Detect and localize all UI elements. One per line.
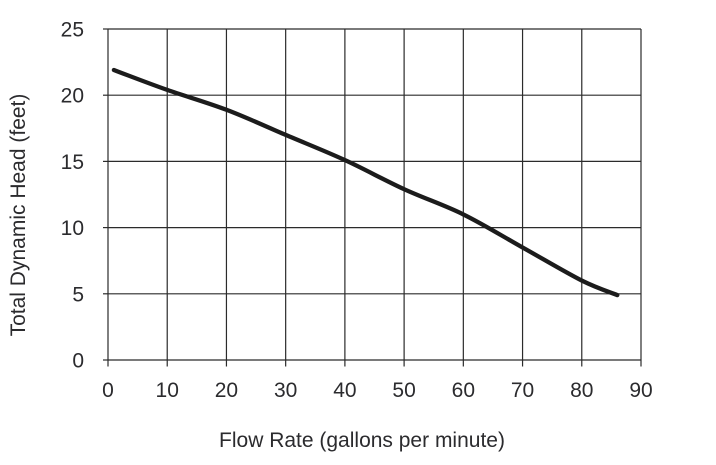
x-tick-label: 80 xyxy=(570,379,593,402)
x-tick-label: 20 xyxy=(215,379,238,402)
x-tick-label: 40 xyxy=(333,379,356,402)
x-tick-label: 30 xyxy=(274,379,297,402)
y-tick-label: 20 xyxy=(61,85,84,108)
y-axis-title: Total Dynamic Head (feet) xyxy=(7,93,30,337)
x-tick-label: 70 xyxy=(511,379,534,402)
axis-ticks xyxy=(103,28,642,367)
x-tick-labels: 0 10 20 30 40 50 60 70 80 90 xyxy=(102,379,653,402)
y-tick-label: 0 xyxy=(72,350,84,373)
pump-curve-line xyxy=(111,67,620,298)
x-tick-label: 10 xyxy=(156,379,179,402)
y-tick-label: 25 xyxy=(61,19,84,42)
x-tick-label: 50 xyxy=(392,379,415,402)
y-tick-label: 5 xyxy=(72,283,84,306)
x-axis-title: Flow Rate (gallons per minute) xyxy=(219,429,505,452)
x-tick-label: 60 xyxy=(452,379,475,402)
gridlines xyxy=(107,28,642,361)
y-tick-labels: 0 5 10 15 20 25 xyxy=(61,19,84,373)
y-tick-label: 10 xyxy=(61,217,84,240)
x-tick-label: 90 xyxy=(629,379,652,402)
x-tick-label: 0 xyxy=(102,379,114,402)
y-tick-label: 15 xyxy=(61,151,84,174)
